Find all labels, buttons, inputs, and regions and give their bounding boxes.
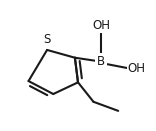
Text: OH: OH	[92, 19, 110, 32]
Text: S: S	[43, 33, 51, 46]
Text: B: B	[97, 55, 105, 68]
Text: OH: OH	[127, 62, 146, 75]
